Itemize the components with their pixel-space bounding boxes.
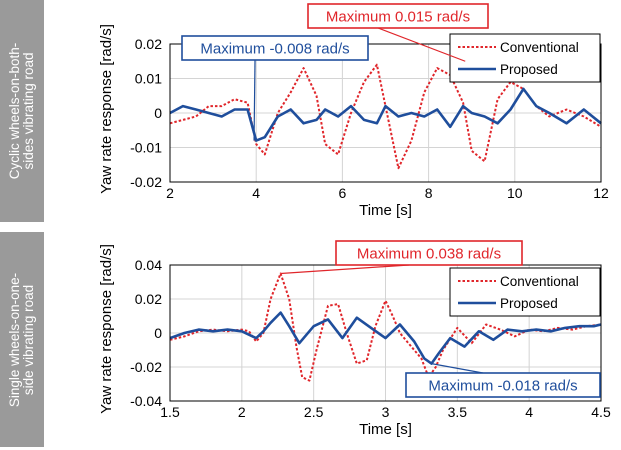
callout-leader bbox=[377, 27, 466, 62]
y-tick-label: -0.02 bbox=[130, 359, 162, 375]
legend-label-conventional: Conventional bbox=[500, 274, 579, 289]
y-tick-label: 0.02 bbox=[135, 36, 162, 52]
x-tick-label: 3 bbox=[382, 404, 390, 420]
legend-box bbox=[449, 33, 601, 83]
series-line-conventional bbox=[169, 272, 602, 382]
y-tick-label: 0 bbox=[154, 105, 162, 121]
y-tick-label: 0.02 bbox=[135, 291, 162, 307]
y-tick-label: -0.04 bbox=[130, 393, 162, 409]
x-tick-label: 4 bbox=[252, 185, 260, 201]
y-tick-label: -0.01 bbox=[130, 140, 162, 156]
legend-label-proposed: Proposed bbox=[500, 296, 558, 311]
y-tick-label: 0.01 bbox=[135, 71, 162, 87]
callout-box bbox=[181, 35, 369, 61]
x-tick-label: 12 bbox=[593, 185, 609, 201]
y-tick-label: 0 bbox=[154, 325, 162, 341]
x-tick-label: 2 bbox=[166, 185, 174, 201]
legend-box bbox=[449, 267, 601, 317]
x-tick-label: 4.5 bbox=[591, 404, 611, 420]
chart-2: 1.5 2 2.5 3 3.5 4 4.5 -0.04 -0.02 0 0.02 0.04 Time [… bbox=[98, 240, 611, 438]
x-tick-label: 8 bbox=[425, 185, 433, 201]
chart-1: 2 4 6 8 10 12 -0.02 -0.01 0 0.01 0.02 Time [s] Yaw r… bbox=[98, 3, 609, 219]
x-tick-label: 10 bbox=[507, 185, 523, 201]
x-axis-title: Time [s] bbox=[359, 202, 412, 219]
callout-label: Maximum -0.018 rad/s bbox=[428, 378, 577, 395]
x-tick-label: 2.5 bbox=[304, 404, 324, 420]
y-tick-label: -0.02 bbox=[130, 174, 162, 190]
x-tick-label: 1.5 bbox=[160, 404, 180, 420]
x-tick-label: 2 bbox=[238, 404, 246, 420]
callout-leader bbox=[431, 363, 484, 374]
x-tick-label: 4 bbox=[525, 404, 533, 420]
side-label-bottom: Single wheels-on-one- side vibrating roa… bbox=[0, 232, 44, 447]
callout-label: Maximum -0.008 rad/s bbox=[200, 41, 349, 58]
series-line-conventional bbox=[169, 63, 602, 170]
callout-leader bbox=[280, 264, 410, 275]
callout-box bbox=[405, 372, 601, 398]
y-axis-title: Yaw rate response [rad/s] bbox=[98, 24, 115, 194]
legend-label-proposed: Proposed bbox=[500, 62, 558, 77]
plot-frame bbox=[169, 43, 602, 183]
side-label-top: Cyclic wheels-on-both- sides vibrating r… bbox=[0, 0, 44, 222]
x-tick-label: 6 bbox=[339, 185, 347, 201]
callout-label: Maximum 0.015 rad/s bbox=[326, 9, 470, 26]
series-line-proposed bbox=[169, 311, 602, 365]
x-axis-title: Time [s] bbox=[359, 421, 412, 438]
series-line-proposed bbox=[169, 87, 602, 142]
callout-box bbox=[335, 240, 523, 266]
callout-box bbox=[307, 3, 489, 29]
x-tick-label: 3.5 bbox=[448, 404, 468, 420]
y-tick-label: 0.04 bbox=[135, 257, 162, 273]
callout-label: Maximum 0.038 rad/s bbox=[357, 246, 501, 263]
callout-leader bbox=[253, 59, 256, 141]
y-axis-title: Yaw rate response [rad/s] bbox=[98, 244, 115, 414]
legend-label-conventional: Conventional bbox=[500, 40, 579, 55]
